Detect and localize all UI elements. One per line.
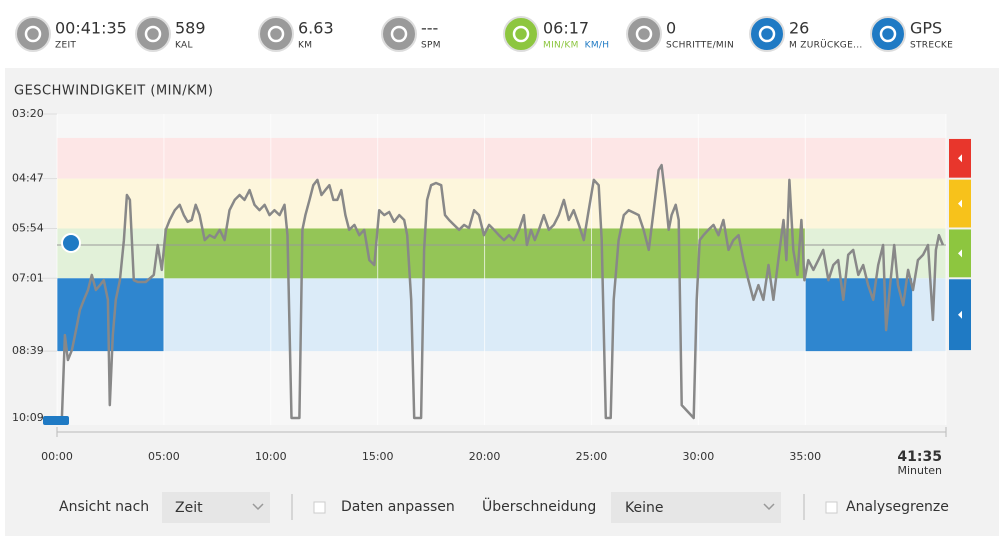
stat-icon-glyph: [879, 25, 897, 43]
stat-label: KAL: [175, 41, 193, 51]
x-tick-label: 25:00: [576, 450, 608, 463]
dropdown-arrow: [252, 503, 264, 511]
stat-value: ---: [421, 19, 438, 38]
dropdown-arrow: [763, 503, 775, 511]
zone-band: [57, 137, 946, 179]
x-tick-label: 20:00: [469, 450, 501, 463]
view-value: Zeit: [175, 500, 203, 516]
stat-icon-glyph: [144, 25, 162, 43]
overlap-select[interactable]: [611, 492, 781, 523]
stat-icon-glyph: [24, 25, 42, 43]
zone-tab-arrow: [958, 199, 962, 208]
stat-label: KM/H: [585, 41, 610, 51]
zone-highlight: [805, 278, 913, 352]
zone-tab-arrow: [958, 249, 962, 258]
average-marker: [61, 232, 81, 253]
limit-checkbox[interactable]: [825, 501, 838, 514]
stat-value: GPS: [910, 19, 942, 38]
stat-label: SPM: [421, 41, 441, 51]
view-select[interactable]: [162, 492, 270, 523]
stat-icon: [870, 16, 906, 52]
stat-value: 06:17: [543, 19, 589, 38]
y-tick-label: 10:09: [12, 411, 44, 424]
y-tick-label: 03:20: [12, 107, 44, 120]
stat-icon: [749, 16, 785, 52]
view-label: Ansicht nach: [59, 499, 149, 515]
stat-value: 26: [789, 19, 809, 38]
x-tick-label: 41:35: [897, 449, 942, 465]
x-tick-label: 00:00: [41, 450, 73, 463]
fit-label: Daten anpassen: [341, 499, 455, 515]
stat-icon-glyph: [758, 25, 776, 43]
x-tick-label: 10:00: [255, 450, 287, 463]
pace-line: [60, 163, 945, 420]
stat-icon-glyph: [267, 25, 285, 43]
x-tick-label: 30:00: [683, 450, 715, 463]
overlap-value: Keine: [625, 500, 663, 516]
stat-icon: [258, 16, 294, 52]
stat-value: 6.63: [298, 19, 334, 38]
x-tick-label: 15:00: [362, 450, 394, 463]
stat-icon-glyph: [390, 25, 408, 43]
stat-label: STRECKE: [910, 41, 953, 51]
stat-icon: [503, 16, 539, 52]
stat-label: SCHRITTE/MIN: [666, 41, 734, 51]
zone-band: [57, 278, 946, 352]
y-tick-label: 08:39: [12, 344, 44, 357]
fit-checkbox[interactable]: [313, 501, 326, 514]
stat-icon: [381, 16, 417, 52]
x-tick-label: 35:00: [789, 450, 821, 463]
limit-label: Analysegrenze: [846, 499, 949, 515]
stat-label: ZEIT: [55, 41, 76, 51]
chart-title: GESCHWINDIGKEIT (MIN/KM): [14, 84, 213, 99]
stat-value: 589: [175, 19, 206, 38]
plot: 00:00 05:00 10:00 15:00 20:00 25:00 30:00 35:00…: [12, 107, 971, 477]
x-axis-label: Minuten: [897, 464, 942, 477]
zone-band: [57, 178, 946, 229]
slider-handle[interactable]: [43, 416, 69, 425]
stat-label: KM: [298, 41, 312, 51]
stat-icon: [15, 16, 51, 52]
stat-icon-glyph: [635, 25, 653, 43]
y-tick-label: 05:54: [12, 221, 44, 234]
stat-label: M ZURÜCKGE...: [789, 40, 863, 51]
zone-tab-arrow: [958, 310, 962, 319]
stat-value: 0: [666, 19, 676, 38]
y-tick-label: 04:47: [12, 172, 44, 185]
overlap-label: Überschneidung: [482, 497, 596, 515]
stat-icon: [135, 16, 171, 52]
stat-icon: [626, 16, 662, 52]
stat-label: MIN/KM: [543, 41, 579, 51]
y-tick-label: 07:01: [12, 271, 44, 284]
x-tick-label: 05:00: [148, 450, 180, 463]
stat-icon-glyph: [512, 25, 530, 43]
controls: Ansicht nach Zeit Daten anpassen Übersch…: [59, 492, 949, 523]
stat-value: 00:41:35: [55, 19, 127, 38]
zone-tab-arrow: [958, 154, 962, 163]
